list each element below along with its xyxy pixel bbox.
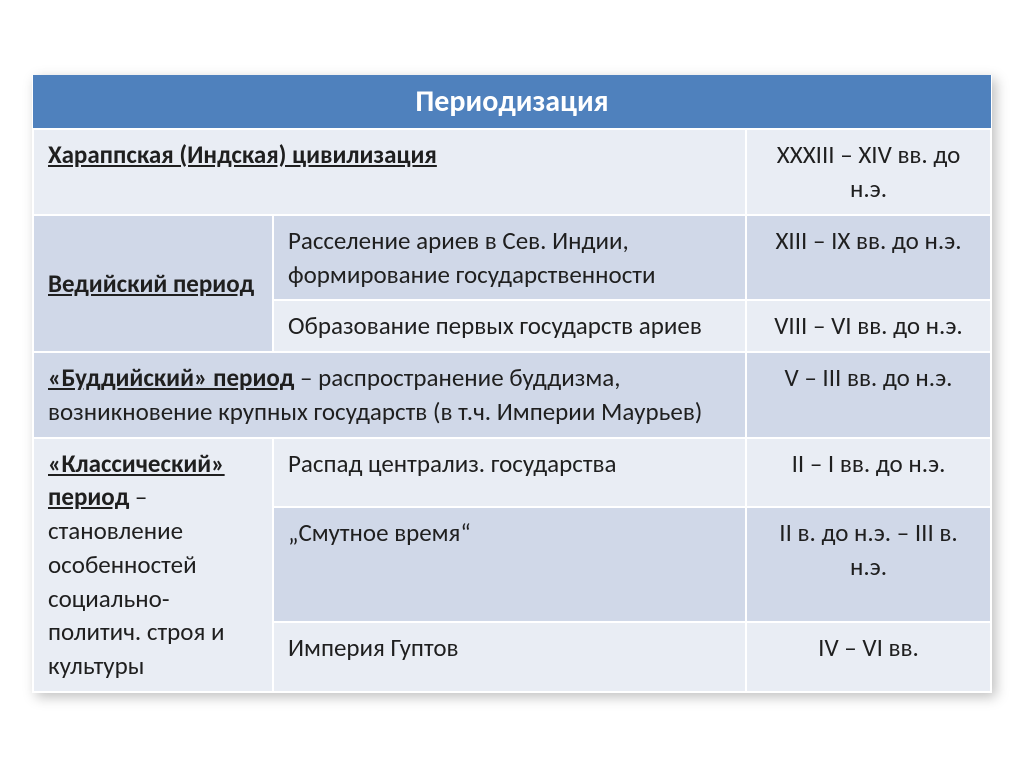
title-row: Периодизация [33,75,991,129]
description-cell: Расселение ариев в Сев. Индии, формирова… [273,215,746,301]
period-cell: «Классический» период – становление особ… [33,438,273,692]
description-cell: Образование первых государств ариев [273,300,746,352]
description-cell: Империя Гуптов [273,622,746,692]
description-cell: „Смутное время“ [273,507,746,622]
dates-cell: V – III вв. до н.э. [746,352,991,438]
dates-cell: XXXIII – XIV вв. до н.э. [746,129,991,215]
periodization-table-container: Периодизация Хараппская (Индская) цивили… [32,75,992,693]
period-cell: Ведийский период [33,215,273,352]
dates-cell: VIII – VI вв. до н.э. [746,300,991,352]
dates-cell: II в. до н.э. – III в. н.э. [746,507,991,622]
description-cell: Распад централиз. государства [273,438,746,508]
period-cell: «Буддийский» период – распространение бу… [33,352,746,438]
period-cell: Хараппская (Индская) цивилизация [33,129,746,215]
table-row: «Классический» период – становление особ… [33,438,991,508]
dates-cell: II – I вв. до н.э. [746,438,991,508]
periodization-table: Периодизация Хараппская (Индская) цивили… [32,75,992,693]
dates-cell: IV – VI вв. [746,622,991,692]
table-row: «Буддийский» период – распространение бу… [33,352,991,438]
table-row: Хараппская (Индская) цивилизацияXXXIII –… [33,129,991,215]
table-title: Периодизация [33,75,991,129]
table-row: Ведийский периодРасселение ариев в Сев. … [33,215,991,301]
dates-cell: XIII – IX вв. до н.э. [746,215,991,301]
